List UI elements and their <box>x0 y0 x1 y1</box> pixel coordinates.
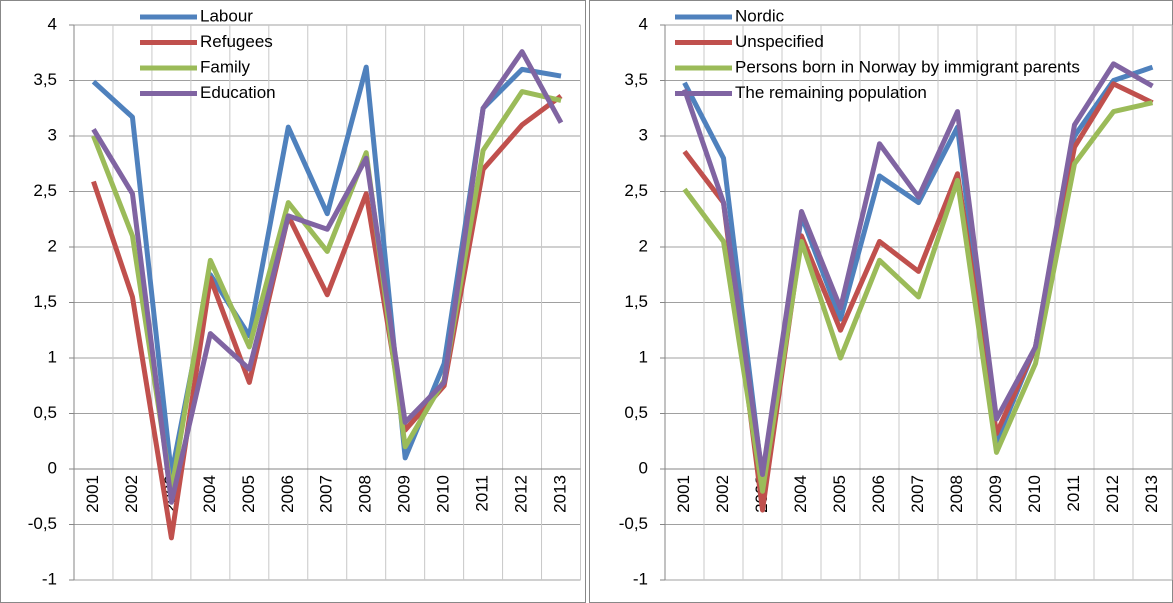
x-tick-label: 2012 <box>512 475 531 513</box>
y-tick-label: 1,5 <box>624 292 648 311</box>
x-tick-label: 2004 <box>200 475 219 513</box>
legend-label: Persons born in Norway by immigrant pare… <box>735 57 1080 76</box>
x-tick-label: 2001 <box>83 475 102 513</box>
x-tick-label: 2005 <box>239 475 258 513</box>
x-tick-label: 2012 <box>1103 475 1122 513</box>
x-tick-label: 2001 <box>674 475 693 513</box>
y-tick-label: -1 <box>42 569 57 588</box>
y-tick-label: 0,5 <box>624 403 648 422</box>
x-tick-label: 2006 <box>278 475 297 513</box>
x-tick-label: 2009 <box>395 475 414 513</box>
x-tick-label: 2010 <box>434 475 453 513</box>
y-tick-label: 1,5 <box>33 292 57 311</box>
series-line <box>682 61 1154 478</box>
y-tick-label: 0 <box>639 458 648 477</box>
x-tick-label: 2004 <box>791 475 810 513</box>
y-tick-label: 3 <box>48 125 57 144</box>
y-tick-label: -0,5 <box>28 514 57 533</box>
y-tick-label: 2,5 <box>624 181 648 200</box>
x-tick-label: 2013 <box>1142 475 1161 513</box>
x-tick-label: 2002 <box>122 475 141 513</box>
y-tick-label: -0,5 <box>619 514 648 533</box>
y-tick-label: 2 <box>48 236 57 255</box>
legend-label: Education <box>200 83 276 102</box>
x-tick-label: 2010 <box>1025 475 1044 513</box>
x-tick-label: 2008 <box>356 475 375 513</box>
x-tick-label: 2011 <box>473 475 492 512</box>
y-tick-label: 4 <box>48 14 57 33</box>
legend-label: Nordic <box>735 6 785 25</box>
series-line <box>682 81 1154 513</box>
y-tick-label: 3 <box>639 125 648 144</box>
y-tick-label: 3,5 <box>33 70 57 89</box>
series-line <box>91 94 563 541</box>
y-tick-label: -1 <box>633 569 648 588</box>
x-tick-label: 2011 <box>1064 475 1083 512</box>
y-tick-label: 0,5 <box>33 403 57 422</box>
x-tick-label: 2005 <box>830 475 849 513</box>
y-tick-label: 1 <box>48 347 57 366</box>
y-tick-label: 0 <box>48 458 57 477</box>
x-tick-label: 2006 <box>869 475 888 513</box>
y-tick-label: 4 <box>639 14 648 33</box>
x-tick-label: 2008 <box>947 475 966 513</box>
legend-label: Refugees <box>200 32 273 51</box>
x-tick-label: 2007 <box>317 475 336 513</box>
y-tick-label: 3,5 <box>624 70 648 89</box>
x-tick-label: 2013 <box>551 475 570 513</box>
legend-label: Unspecified <box>735 32 824 51</box>
legend-label: Family <box>200 57 251 76</box>
y-tick-label: 2 <box>639 236 648 255</box>
x-tick-label: 2009 <box>986 475 1005 513</box>
series-line <box>91 49 564 505</box>
y-tick-label: 2,5 <box>33 181 57 200</box>
series-line <box>682 100 1154 494</box>
legend-label: Labour <box>200 6 253 25</box>
x-tick-label: 2007 <box>908 475 927 513</box>
legend-label: The remaining population <box>735 83 927 102</box>
x-tick-label: 2002 <box>713 475 732 513</box>
y-tick-label: 1 <box>639 347 648 366</box>
